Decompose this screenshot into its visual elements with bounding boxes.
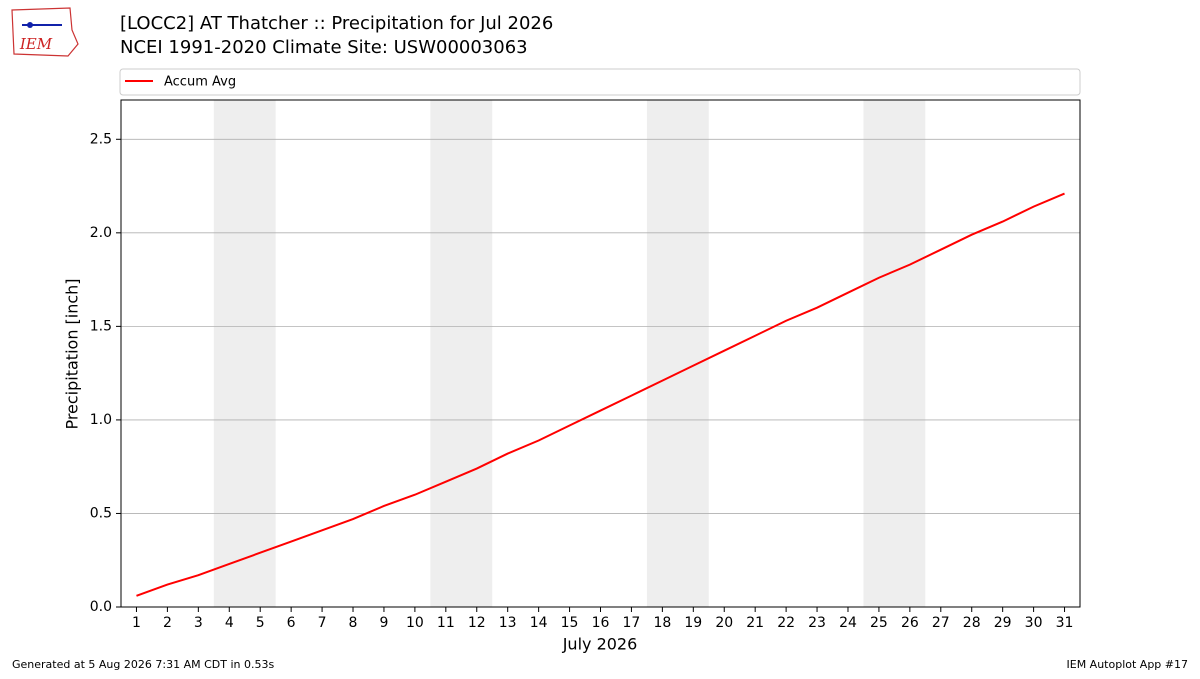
y-tick-label: 2.5 [90,131,112,147]
y-axis-label: Precipitation [inch] [63,278,82,429]
legend-box [119,68,1081,96]
x-tick-label: 27 [932,615,950,631]
x-tick-label: 26 [901,615,919,631]
x-tick-label: 3 [194,615,203,631]
x-tick-label: 28 [963,615,981,631]
x-tick-label: 13 [499,615,517,631]
logo-text: IEM [19,35,53,53]
x-tick-label: 30 [1025,615,1043,631]
x-tick-label: 8 [349,615,358,631]
x-tick-label: 22 [777,615,795,631]
x-tick-label: 9 [379,615,388,631]
x-tick-label: 19 [684,615,702,631]
x-tick-label: 11 [437,615,455,631]
x-tick-label: 10 [406,615,424,631]
x-tick-label: 20 [715,615,733,631]
y-tick-label: 0.0 [90,599,112,615]
chart-subtitle: NCEI 1991-2020 Climate Site: USW00003063 [120,37,528,58]
data-line [136,192,1065,597]
weekend-shade [213,100,276,607]
weekend-shade [430,100,493,607]
x-tick-label: 6 [287,615,296,631]
x-tick-label: 29 [994,615,1012,631]
legend-label: Accum Avg [164,75,236,90]
plot-frame [120,99,1081,608]
x-tick-label: 15 [561,615,579,631]
x-tick-label: 12 [468,615,486,631]
x-tick-label: 2 [163,615,172,631]
y-tick-label: 1.0 [90,412,112,428]
x-tick-label: 31 [1056,615,1074,631]
x-tick-label: 4 [225,615,234,631]
weekend-shade [646,100,709,607]
logo-dot [27,22,33,28]
footer-left: Generated at 5 Aug 2026 7:31 AM CDT in 0… [12,658,274,671]
x-tick-label: 17 [623,615,641,631]
x-tick-label: 23 [808,615,826,631]
x-tick-label: 7 [318,615,327,631]
chart-title: [LOCC2] AT Thatcher :: Precipitation for… [120,13,553,34]
x-tick-label: 16 [592,615,610,631]
x-tick-label: 25 [870,615,888,631]
y-tick-label: 1.5 [90,318,112,334]
footer-right: IEM Autoplot App #17 [1067,658,1189,671]
x-tick-label: 24 [839,615,857,631]
x-tick-label: 21 [746,615,764,631]
x-tick-label: 14 [530,615,548,631]
x-tick-label: 5 [256,615,265,631]
x-tick-label: 18 [653,615,671,631]
y-tick-label: 0.5 [90,505,112,521]
weekend-shade [863,100,926,607]
y-tick-label: 2.0 [90,225,112,241]
x-tick-label: 1 [132,615,141,631]
logo: IEM [11,7,79,57]
x-axis-label: July 2026 [562,635,638,654]
logo-outline [11,7,79,57]
